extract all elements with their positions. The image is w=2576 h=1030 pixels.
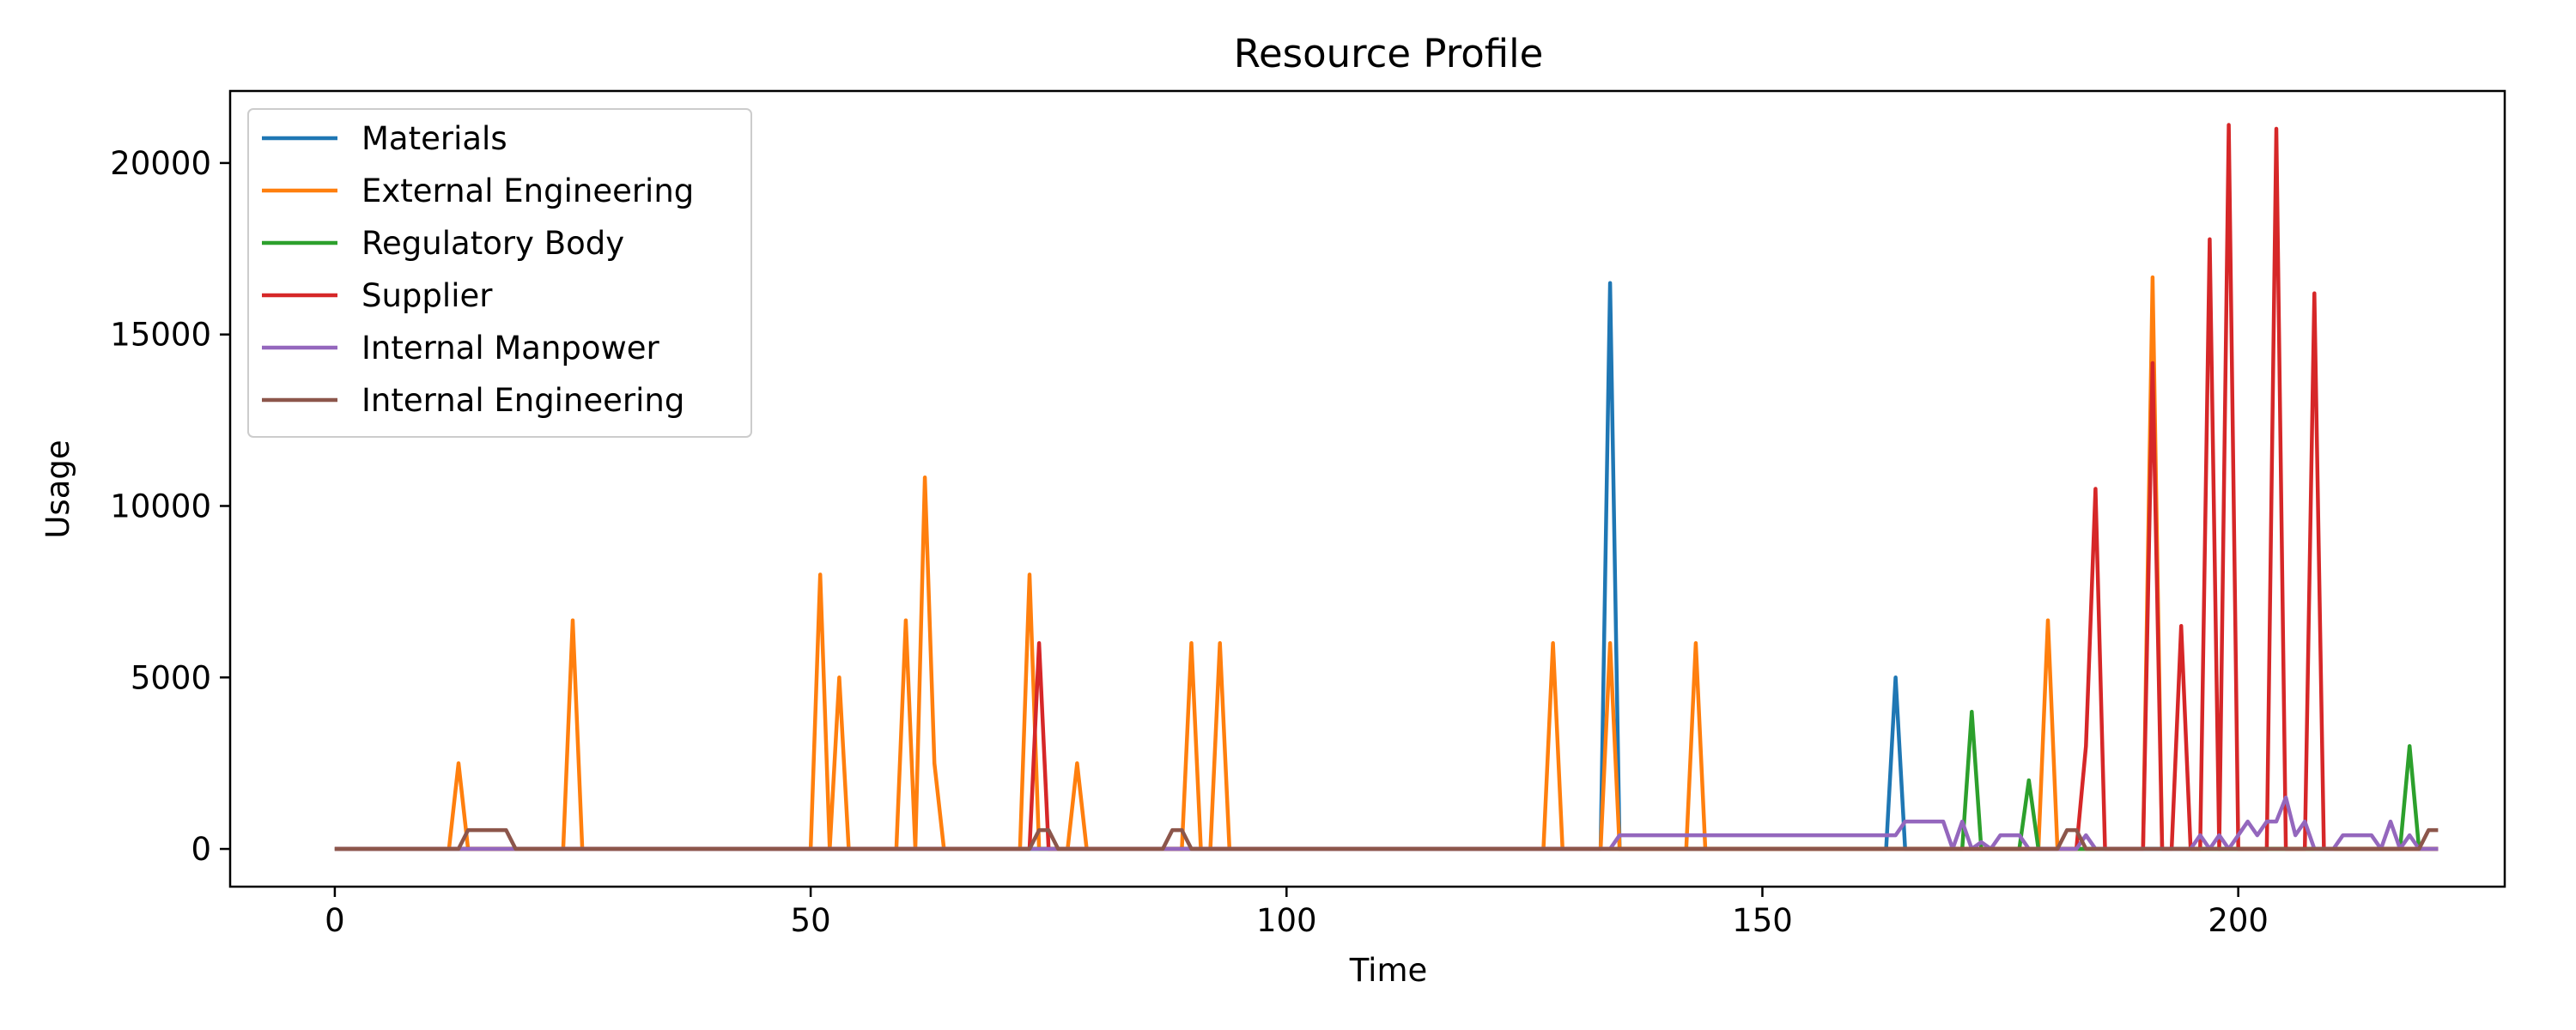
legend-label: Internal Manpower (361, 330, 660, 367)
legend-label: Materials (361, 120, 507, 157)
x-tick-label: 100 (1256, 902, 1317, 939)
y-tick-label: 5000 (131, 659, 211, 696)
x-tick-label: 150 (1732, 902, 1793, 939)
x-tick-label: 200 (2208, 902, 2269, 939)
legend-label: Internal Engineering (361, 382, 684, 419)
axis-ticks: 0 50 100 150 200 0 5000 10000 15000 20000 (110, 145, 2269, 939)
plot-area-frame (228, 89, 2506, 888)
x-tick-label: 0 (325, 902, 345, 939)
y-tick-label: 20000 (110, 145, 211, 182)
y-axis-label: Usage (39, 439, 76, 538)
legend-label: Regulatory Body (361, 225, 624, 262)
x-tick-label: 50 (791, 902, 831, 939)
legend: Materials External Engineering Regulatory … (247, 108, 752, 438)
series-line-external-engineering (334, 275, 2439, 851)
y-tick-label: 0 (191, 831, 211, 868)
chart-title: Resource Profile (1234, 31, 1544, 76)
legend-box (247, 108, 752, 438)
x-axis-label: Time (1349, 952, 1428, 989)
legend-label: Supplier (361, 277, 493, 314)
series-line-internal-engineering (334, 827, 2439, 851)
y-tick-label: 15000 (110, 317, 211, 354)
series-line-regulatory-body (334, 709, 2439, 851)
y-tick-label: 10000 (110, 488, 211, 524)
legend-label: External Engineering (361, 173, 694, 209)
